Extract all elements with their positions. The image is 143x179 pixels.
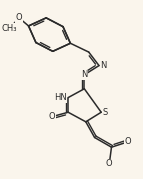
Text: O: O xyxy=(16,13,22,22)
Text: N: N xyxy=(101,61,107,70)
Text: O: O xyxy=(49,112,55,121)
Text: HN: HN xyxy=(54,93,66,102)
Text: S: S xyxy=(103,108,108,117)
Text: O: O xyxy=(106,159,113,168)
Text: O: O xyxy=(124,137,131,146)
Text: N: N xyxy=(81,70,88,79)
Text: CH₃: CH₃ xyxy=(2,24,17,33)
